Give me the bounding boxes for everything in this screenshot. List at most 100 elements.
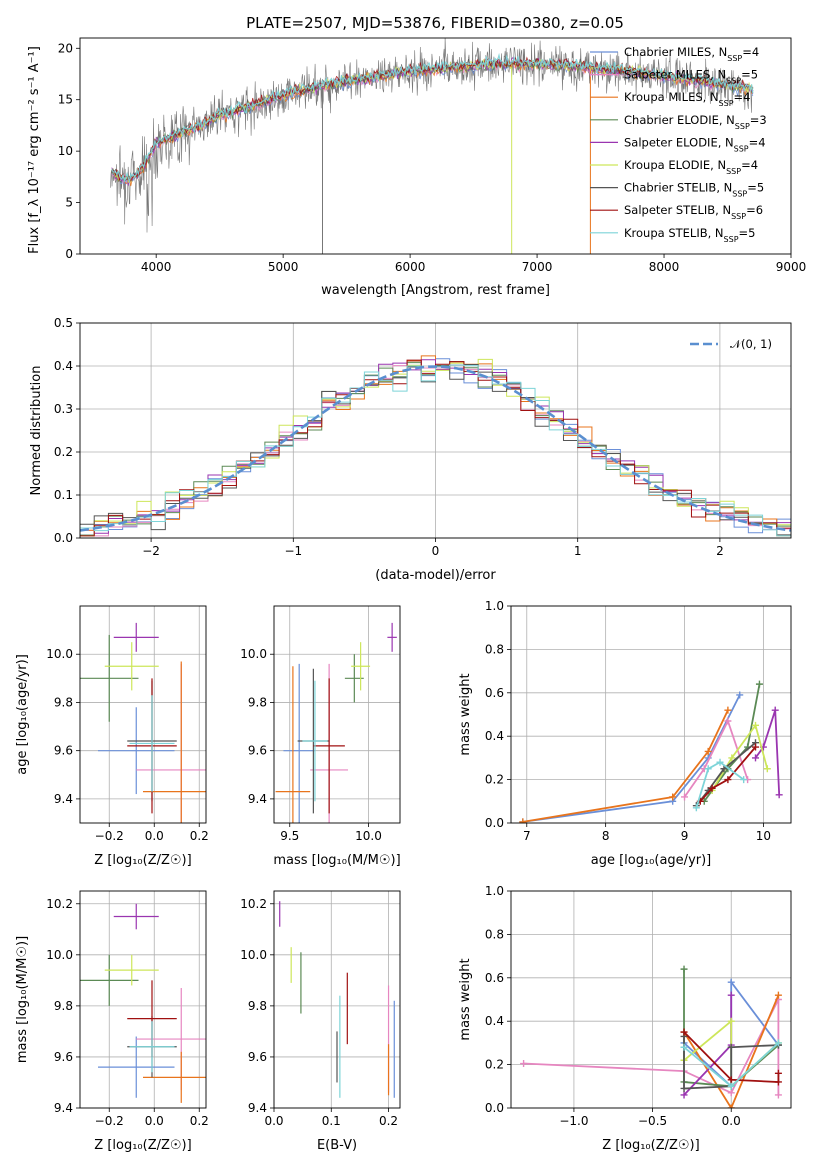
residuals-plot-area — [80, 355, 791, 537]
y-tick-label: 0.2 — [54, 445, 73, 459]
errorbar-point — [143, 661, 206, 823]
x-tick-label: 6000 — [395, 260, 426, 274]
y-tick-label: 0.4 — [485, 729, 504, 743]
series-line-kroupa-miles — [522, 709, 729, 823]
spectrum-data-line — [110, 38, 754, 233]
series-marker — [692, 804, 700, 812]
y-tick-label: 9.4 — [54, 1101, 73, 1115]
series-line-salpeter-elodie — [754, 709, 781, 795]
residuals-y-axis-label: Normed distribution — [29, 366, 44, 496]
y-tick-label: 10.0 — [240, 948, 267, 962]
series-marker — [708, 784, 716, 792]
series-marker — [669, 793, 677, 801]
legend-label: Salpeter ELODIE, NSSP=4 — [624, 135, 766, 153]
spectrum-model-kroupa-stelib — [111, 52, 754, 184]
legend-label: Chabrier STELIB, NSSP=5 — [624, 181, 764, 199]
x-tick-label: 10 — [756, 829, 771, 843]
series-marker — [774, 1039, 782, 1047]
age_vs_Z-frame — [79, 605, 207, 824]
x-tick-label: −0.5 — [638, 1114, 667, 1128]
y-tick-label: 0.0 — [485, 1101, 504, 1115]
series-marker — [728, 754, 736, 762]
series-marker — [740, 776, 748, 784]
x-tick-label: 10.0 — [355, 829, 382, 843]
errorbar-point — [143, 1051, 206, 1103]
spectrum-plot-area — [110, 38, 754, 254]
massweight_vs_age-y-axis-label: mass weight — [458, 673, 473, 755]
y-tick-label: 10.0 — [46, 948, 73, 962]
y-tick-label: 0.8 — [485, 927, 504, 941]
series-marker — [727, 1104, 735, 1108]
errorbar-point — [104, 954, 159, 986]
series-line-kroupa-elodie — [711, 723, 769, 791]
y-tick-label: 9.8 — [248, 695, 267, 709]
series-marker — [704, 747, 712, 755]
y-tick-label: 9.4 — [248, 792, 267, 806]
massweight_vs_Z-axes: −1.0 −0.5 0.0 0.0 0.2 0.4 0.6 0.8 1.0 — [485, 884, 791, 1128]
x-tick-label: 0.2 — [190, 1114, 209, 1128]
series-marker — [716, 758, 724, 766]
x-tick-label: 4000 — [141, 260, 172, 274]
x-tick-label: 1 — [574, 544, 582, 558]
errorbar-point — [98, 707, 175, 795]
x-tick-label: 0.0 — [145, 829, 164, 843]
mass_vs_Z-plot-area — [80, 903, 206, 1103]
mass_vs_Z-axes: −0.2 0.0 0.2 9.4 9.6 9.8 10.0 10.2 — [46, 891, 209, 1128]
errorbar-point — [302, 680, 328, 802]
series-marker — [680, 1084, 688, 1092]
series-marker — [727, 1089, 735, 1097]
y-tick-label: 0.2 — [485, 1058, 504, 1072]
age_vs_mass-axes: 9.5 10.0 9.4 9.6 9.8 10.0 — [240, 606, 400, 843]
age_vs_mass-plot-area — [275, 622, 397, 823]
series-marker — [680, 1028, 688, 1036]
errorbar-point — [275, 666, 311, 823]
series-marker — [727, 1017, 735, 1025]
series-marker — [763, 765, 771, 773]
x-tick-label: 9 — [681, 829, 689, 843]
spectrum-legend: Chabrier MILES, NSSP=4 Salpeter MILES, NS… — [590, 45, 767, 243]
series-marker — [774, 991, 782, 999]
legend-label: Kroupa ELODIE, NSSP=4 — [624, 158, 758, 176]
y-tick-label: 10.0 — [240, 647, 267, 661]
series-marker — [774, 1069, 782, 1077]
errorbar-point — [351, 642, 371, 691]
age_vs_mass-x-axis-label: mass [log₁₀(M/M☉)] — [273, 853, 400, 868]
mass_vs_EBV-plot-area — [279, 901, 395, 1098]
residuals-frame — [79, 322, 792, 539]
series-marker — [724, 706, 732, 714]
age_vs_Z-plot-area — [80, 622, 206, 823]
gaussian-reference-curve — [80, 365, 791, 532]
mass_vs_EBV-x-axis-label: E(B-V) — [317, 1138, 357, 1153]
mass_vs_Z-frame — [79, 890, 207, 1109]
y-tick-label: 0 — [65, 247, 73, 261]
y-tick-label: 0.1 — [54, 488, 73, 502]
y-tick-label: 1.0 — [485, 599, 504, 613]
age_vs_Z-y-axis-label: age [log₁₀(age/yr)] — [15, 654, 30, 775]
massweight_vs_age-x-axis-label: age [log₁₀(age/yr)] — [591, 853, 712, 868]
errorbar-point — [80, 954, 139, 1006]
series-marker — [775, 791, 783, 799]
y-tick-label: 5 — [65, 196, 73, 210]
y-tick-label: 10.0 — [46, 647, 73, 661]
y-tick-label: 20 — [58, 41, 73, 55]
series-marker — [752, 721, 760, 729]
y-tick-label: 0.4 — [485, 1014, 504, 1028]
y-tick-label: 9.4 — [248, 1101, 267, 1115]
y-tick-label: 0.0 — [485, 816, 504, 830]
errorbar-point — [113, 622, 159, 652]
x-tick-label: 0.0 — [145, 1114, 164, 1128]
age_vs_Z-axes: −0.2 0.0 0.2 9.4 9.6 9.8 10.0 — [46, 606, 209, 843]
x-tick-label: 0.1 — [322, 1114, 341, 1128]
errorbar-point — [80, 634, 139, 722]
y-tick-label: 9.8 — [248, 999, 267, 1013]
y-tick-label: 0.2 — [485, 773, 504, 787]
mass_vs_EBV-axes: 0.0 0.1 0.2 9.4 9.6 9.8 10.0 10.2 — [240, 891, 400, 1128]
x-tick-label: 7 — [523, 829, 531, 843]
series-marker — [727, 991, 735, 999]
legend-label: Chabrier MILES, NSSP=4 — [624, 45, 759, 63]
series-marker — [727, 1082, 735, 1090]
y-tick-label: 9.4 — [54, 792, 73, 806]
errorbar-point — [104, 642, 159, 691]
y-tick-label: 0.6 — [485, 971, 504, 985]
series-marker — [680, 965, 688, 973]
